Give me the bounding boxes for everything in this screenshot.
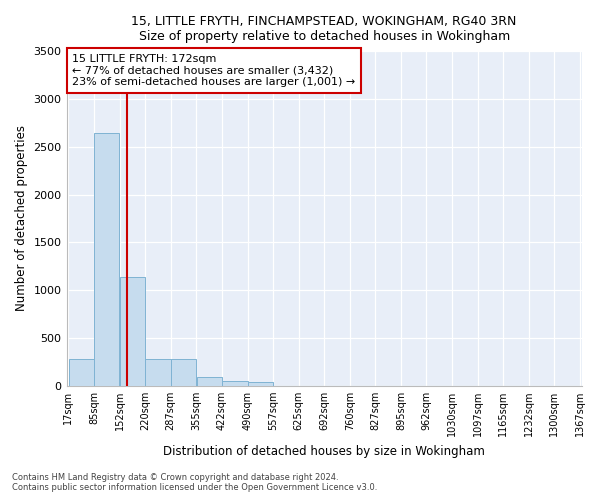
Bar — [145, 358, 170, 386]
Text: 15 LITTLE FRYTH: 172sqm
← 77% of detached houses are smaller (3,432)
23% of semi: 15 LITTLE FRYTH: 172sqm ← 77% of detache… — [72, 54, 355, 87]
Bar — [248, 382, 273, 386]
Bar — [119, 277, 145, 386]
Bar — [94, 134, 119, 386]
Bar — [68, 359, 94, 386]
X-axis label: Distribution of detached houses by size in Wokingham: Distribution of detached houses by size … — [163, 444, 485, 458]
Bar — [222, 380, 248, 386]
Y-axis label: Number of detached properties: Number of detached properties — [15, 126, 28, 312]
Text: Contains HM Land Registry data © Crown copyright and database right 2024.
Contai: Contains HM Land Registry data © Crown c… — [12, 473, 377, 492]
Title: 15, LITTLE FRYTH, FINCHAMPSTEAD, WOKINGHAM, RG40 3RN
Size of property relative t: 15, LITTLE FRYTH, FINCHAMPSTEAD, WOKINGH… — [131, 15, 517, 43]
Bar — [197, 376, 222, 386]
Bar — [171, 358, 196, 386]
